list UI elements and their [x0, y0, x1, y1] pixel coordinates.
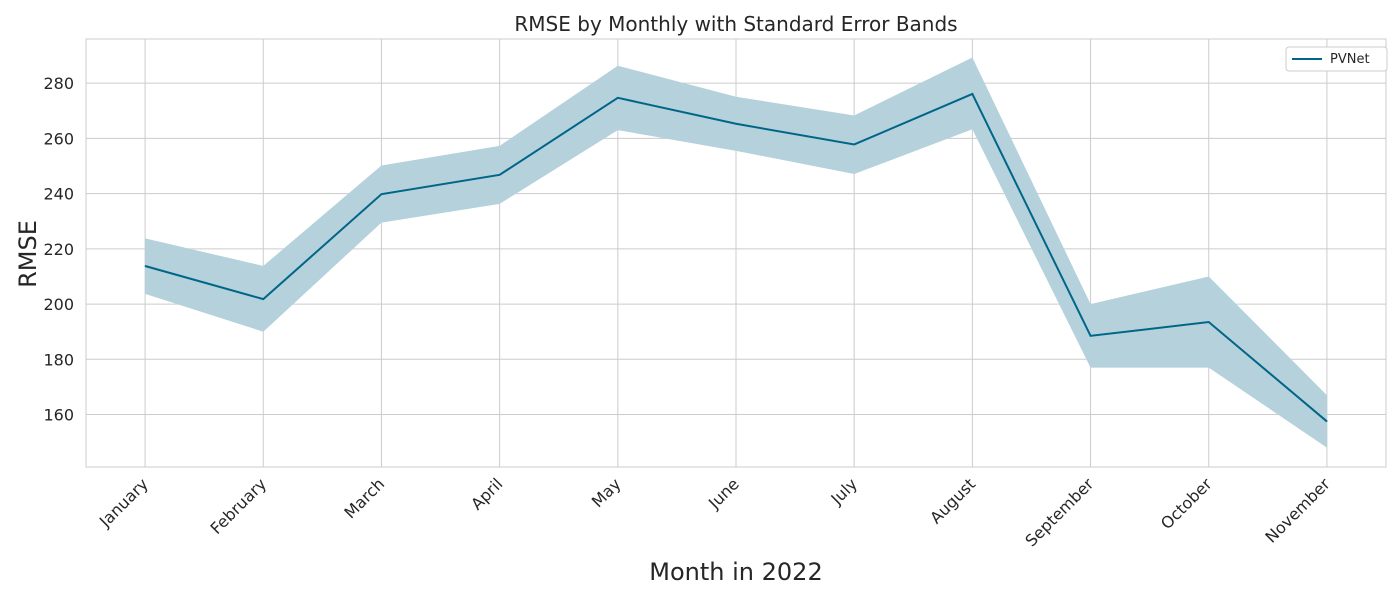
data-point-pvnet	[1090, 335, 1092, 337]
x-tick-label: January	[95, 474, 152, 531]
y-tick-label: 180	[43, 350, 74, 369]
x-tick-labels: January February March April May June July Augu…	[95, 474, 1334, 550]
y-tick-labels: 160 180 200 220 240 260 280	[43, 74, 74, 424]
x-tick-label: March	[340, 474, 388, 522]
x-tick-label: February	[207, 474, 271, 538]
data-point-pvnet	[1326, 420, 1328, 422]
data-point-pvnet	[380, 193, 382, 195]
x-tick-label: April	[467, 474, 506, 513]
data-point-pvnet	[262, 298, 264, 300]
y-axis-label: RMSE	[14, 220, 42, 288]
x-axis-label: Month in 2022	[649, 558, 822, 586]
y-tick-label: 160	[43, 406, 74, 425]
y-tick-label: 260	[43, 129, 74, 148]
data-point-pvnet	[499, 174, 501, 176]
x-tick-label: October	[1157, 474, 1216, 533]
data-point-pvnet	[1208, 321, 1210, 323]
x-tick-label: July	[827, 474, 861, 508]
legend: PVNet	[1285, 46, 1388, 72]
y-tick-label: 220	[43, 240, 74, 259]
series-line-layer	[144, 92, 1328, 423]
error-band-pvnet	[145, 57, 1327, 448]
legend-label-pvnet: PVNet	[1330, 52, 1370, 67]
data-point-pvnet	[617, 97, 619, 99]
y-tick-label: 240	[43, 185, 74, 204]
y-tick-label: 200	[43, 295, 74, 314]
x-tick-label: September	[1021, 474, 1097, 550]
y-tick-label: 280	[43, 74, 74, 93]
x-tick-label: August	[926, 474, 979, 527]
x-tick-label: May	[588, 474, 625, 511]
legend-box	[1285, 46, 1388, 72]
plot-frame	[85, 38, 1387, 468]
error-band-layer	[145, 57, 1327, 448]
data-point-pvnet	[853, 143, 855, 145]
x-tick-label: June	[704, 474, 743, 513]
chart-title: RMSE by Monthly with Standard Error Band…	[514, 12, 957, 36]
data-point-pvnet	[735, 123, 737, 125]
data-point-pvnet	[144, 265, 146, 267]
data-point-pvnet	[971, 93, 973, 95]
x-tick-label: November	[1261, 474, 1334, 547]
